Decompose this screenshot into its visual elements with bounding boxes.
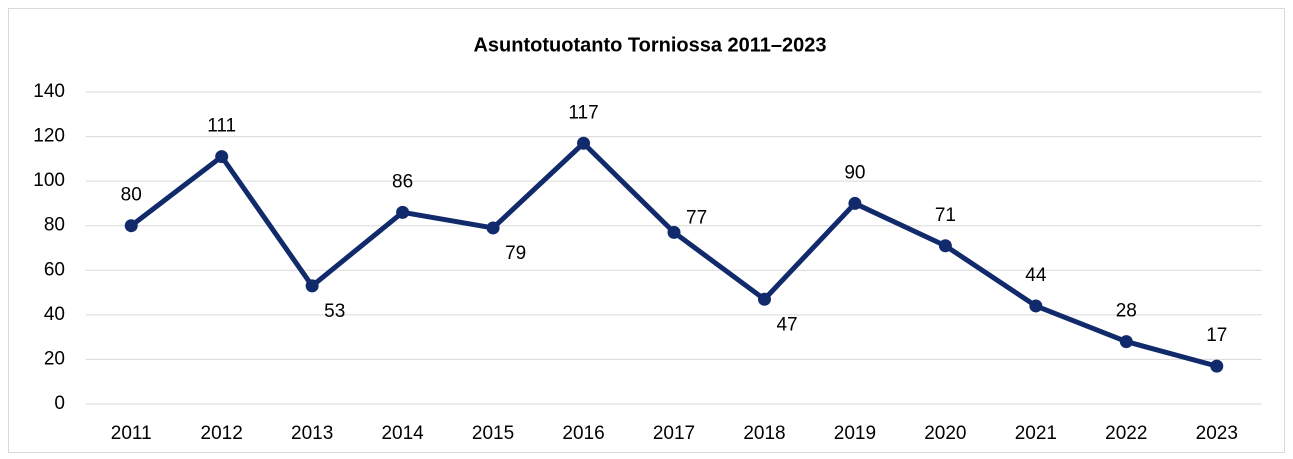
data-label: 117: [568, 102, 598, 123]
x-tick-label: 2015: [472, 423, 514, 444]
x-tick-label: 2022: [1105, 423, 1147, 444]
data-label: 17: [1206, 325, 1227, 346]
y-tick-label: 100: [33, 170, 65, 191]
y-tick-label: 40: [44, 304, 65, 325]
data-label: 90: [844, 162, 865, 183]
y-tick-label: 0: [54, 393, 65, 414]
y-tick-label: 20: [44, 348, 65, 369]
x-tick-label: 2021: [1015, 423, 1057, 444]
x-tick-label: 2012: [201, 423, 243, 444]
chart-border: [8, 8, 1285, 453]
y-tick-label: 80: [44, 215, 65, 236]
point: [667, 225, 681, 239]
point: [396, 205, 410, 219]
y-tick-label: 60: [44, 259, 65, 280]
data-label: 111: [207, 116, 236, 137]
point: [215, 150, 229, 164]
point: [848, 196, 862, 210]
data-label: 71: [935, 205, 956, 226]
x-tick-label: 2013: [291, 423, 333, 444]
point: [124, 219, 138, 233]
point: [1119, 335, 1133, 349]
x-tick-label: 2017: [653, 423, 695, 444]
data-label: 53: [324, 301, 345, 322]
data-label: 86: [392, 171, 413, 192]
x-tick-label: 2016: [562, 423, 604, 444]
point: [938, 239, 952, 253]
point: [577, 136, 591, 150]
point: [1029, 299, 1043, 313]
point: [305, 279, 319, 293]
y-tick-label: 140: [33, 81, 65, 102]
x-tick-label: 2019: [834, 423, 876, 444]
x-tick-label: 2014: [381, 423, 424, 444]
data-label: 47: [776, 314, 797, 335]
data-label: 44: [1025, 265, 1047, 286]
data-label: 80: [121, 185, 142, 206]
point: [486, 221, 500, 235]
data-label: 28: [1116, 301, 1137, 322]
x-tick-label: 2018: [743, 423, 785, 444]
point: [757, 292, 771, 306]
x-tick-label: 2011: [111, 423, 152, 444]
x-tick-label: 2020: [924, 423, 966, 444]
y-tick-label: 120: [33, 126, 65, 147]
data-label: 79: [505, 243, 526, 264]
x-tick-label: 2023: [1196, 423, 1238, 444]
point: [1210, 359, 1224, 373]
data-label: 77: [686, 207, 707, 228]
chart-title: Asuntotuotanto Torniossa 2011–2023: [473, 34, 826, 56]
